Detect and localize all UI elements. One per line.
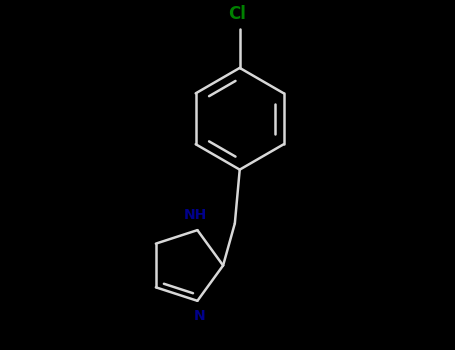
Text: Cl: Cl <box>228 5 246 23</box>
Text: N: N <box>193 309 205 323</box>
Text: NH: NH <box>184 208 207 222</box>
